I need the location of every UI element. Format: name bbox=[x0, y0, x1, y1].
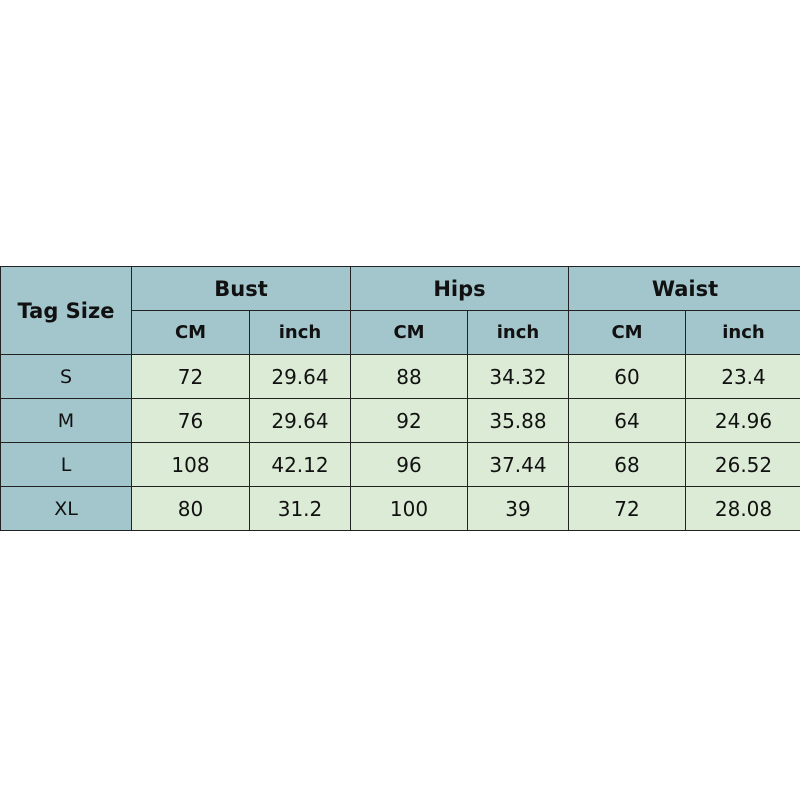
unit-header: CM bbox=[568, 310, 686, 355]
unit-header: inch bbox=[249, 310, 351, 355]
value-cell: 24.96 bbox=[684, 398, 800, 443]
unit-header: CM bbox=[131, 310, 250, 355]
value-cell: 100 bbox=[350, 486, 468, 531]
size-cell: S bbox=[0, 354, 132, 399]
value-cell: 39 bbox=[467, 486, 569, 531]
value-cell: 92 bbox=[350, 398, 468, 443]
size-cell: L bbox=[0, 442, 132, 487]
unit-header: inch bbox=[467, 310, 569, 355]
waist-header: Waist bbox=[567, 266, 800, 311]
value-cell: 96 bbox=[350, 442, 468, 487]
size-cell: XL bbox=[0, 486, 132, 531]
value-cell: 29.64 bbox=[249, 354, 351, 399]
value-cell: 72 bbox=[568, 486, 686, 531]
value-cell: 26.52 bbox=[684, 442, 800, 487]
value-cell: 64 bbox=[568, 398, 686, 443]
value-cell: 28.08 bbox=[684, 486, 800, 531]
value-cell: 37.44 bbox=[467, 442, 569, 487]
table-row: XL 80 31.2 100 39 72 28.08 bbox=[0, 486, 800, 531]
table-row: M 76 29.64 92 35.88 64 24.96 bbox=[0, 398, 800, 443]
value-cell: 60 bbox=[568, 354, 686, 399]
tag-size-header: Tag Size bbox=[0, 266, 132, 355]
value-cell: 35.88 bbox=[467, 398, 569, 443]
value-cell: 29.64 bbox=[249, 398, 351, 443]
bust-header: Bust bbox=[131, 266, 351, 311]
size-chart-table: Tag Size Bust Hips Waist CM inch CM inch… bbox=[0, 266, 800, 531]
value-cell: 23.4 bbox=[684, 354, 800, 399]
value-cell: 88 bbox=[350, 354, 468, 399]
value-cell: 80 bbox=[131, 486, 250, 531]
unit-header: CM bbox=[350, 310, 468, 355]
value-cell: 31.2 bbox=[249, 486, 351, 531]
unit-header: inch bbox=[684, 310, 800, 355]
table-row: L 108 42.12 96 37.44 68 26.52 bbox=[0, 442, 800, 487]
value-cell: 34.32 bbox=[467, 354, 569, 399]
hips-header: Hips bbox=[350, 266, 569, 311]
value-cell: 42.12 bbox=[249, 442, 351, 487]
table-row: S 72 29.64 88 34.32 60 23.4 bbox=[0, 354, 800, 399]
value-cell: 76 bbox=[131, 398, 250, 443]
value-cell: 68 bbox=[568, 442, 686, 487]
value-cell: 72 bbox=[131, 354, 250, 399]
size-cell: M bbox=[0, 398, 132, 443]
value-cell: 108 bbox=[131, 442, 250, 487]
